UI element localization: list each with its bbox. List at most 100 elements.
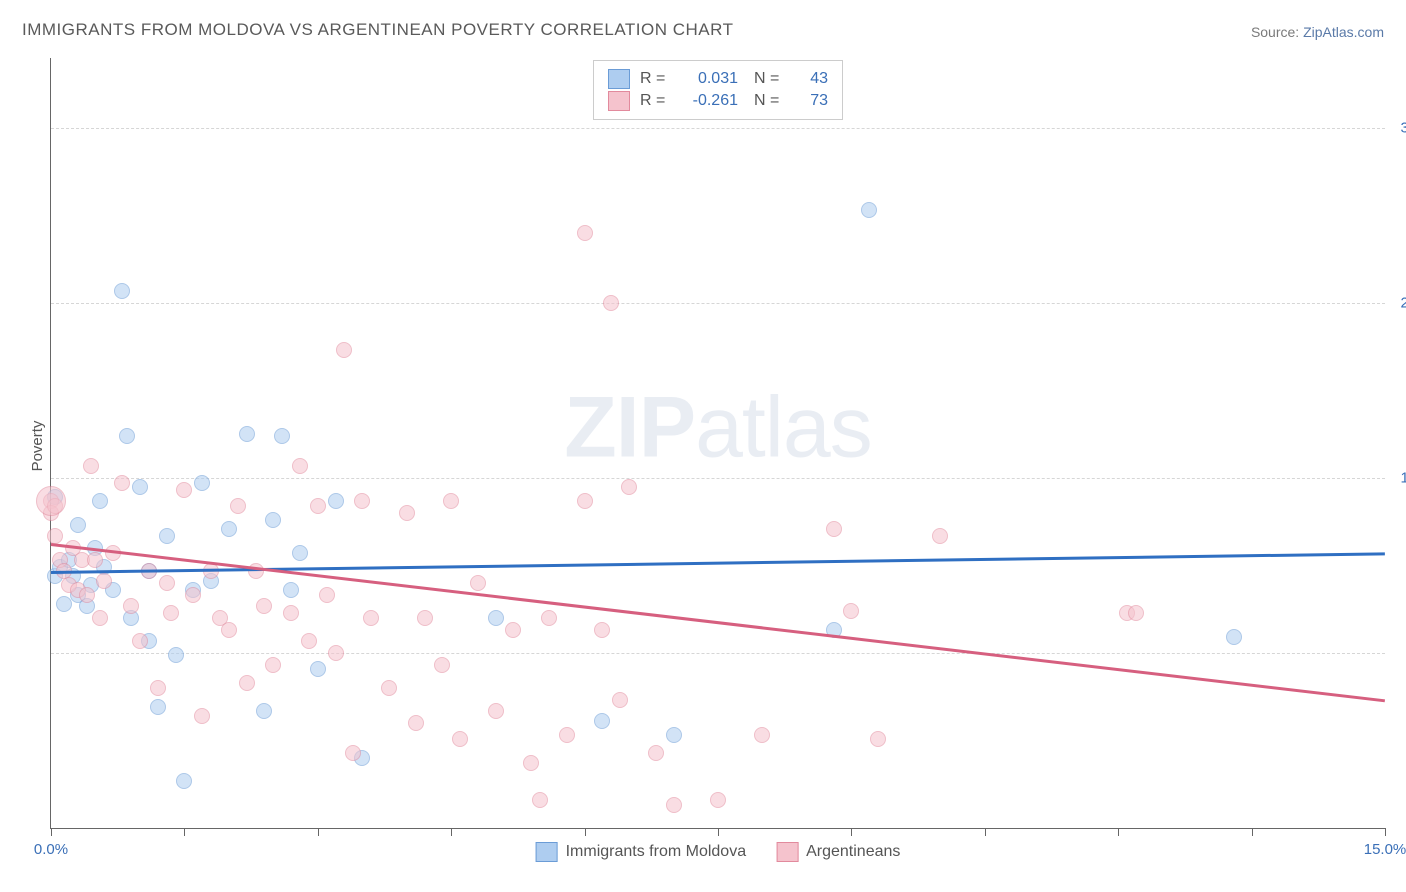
data-point [354, 493, 370, 509]
data-point [1128, 605, 1144, 621]
data-point [666, 797, 682, 813]
x-tick [318, 828, 319, 836]
data-point [861, 202, 877, 218]
data-point [132, 479, 148, 495]
legend-swatch [608, 91, 630, 111]
x-tick [51, 828, 52, 836]
data-point [87, 552, 103, 568]
data-point [265, 657, 281, 673]
source-link[interactable]: ZipAtlas.com [1303, 24, 1384, 40]
legend-row: R =0.031N =43 [608, 69, 828, 89]
data-point [114, 475, 130, 491]
data-point [488, 703, 504, 719]
data-point [577, 493, 593, 509]
data-point [559, 727, 575, 743]
data-point [666, 727, 682, 743]
n-label: N = [754, 70, 788, 88]
r-label: R = [640, 92, 668, 110]
data-point [452, 731, 468, 747]
plot-area: ZIPatlas R =0.031N =43R =-0.261N =73 Imm… [50, 58, 1385, 829]
data-point [119, 428, 135, 444]
x-tick [985, 828, 986, 836]
data-point [292, 458, 308, 474]
data-point [256, 703, 272, 719]
data-point [79, 587, 95, 603]
data-point [150, 699, 166, 715]
data-point [648, 745, 664, 761]
y-tick-label: 30.0% [1400, 120, 1406, 137]
data-point [123, 598, 139, 614]
data-point [132, 633, 148, 649]
data-point [612, 692, 628, 708]
legend-item: Immigrants from Moldova [536, 842, 747, 862]
source-prefix: Source: [1251, 24, 1303, 40]
x-tick [1385, 828, 1386, 836]
gridline [51, 478, 1385, 479]
r-label: R = [640, 70, 668, 88]
n-value: 73 [798, 92, 828, 110]
data-point [826, 521, 842, 537]
chart-title: IMMIGRANTS FROM MOLDOVA VS ARGENTINEAN P… [22, 20, 733, 40]
data-point [577, 225, 593, 241]
data-point [83, 458, 99, 474]
data-point [159, 528, 175, 544]
data-point [301, 633, 317, 649]
watermark-bold: ZIP [564, 379, 695, 475]
data-point [505, 622, 521, 638]
data-point [283, 582, 299, 598]
x-tick-label: 15.0% [1364, 841, 1406, 858]
data-point [541, 610, 557, 626]
data-point [163, 605, 179, 621]
data-point [92, 610, 108, 626]
data-point [194, 475, 210, 491]
legend-swatch [536, 842, 558, 862]
gridline [51, 128, 1385, 129]
data-point [230, 498, 246, 514]
data-point [265, 512, 281, 528]
x-tick [1118, 828, 1119, 836]
data-point [328, 493, 344, 509]
legend-swatch [776, 842, 798, 862]
data-point [621, 479, 637, 495]
x-tick [184, 828, 185, 836]
data-point [408, 715, 424, 731]
data-point [92, 493, 108, 509]
watermark-light: atlas [695, 379, 872, 475]
data-point [221, 622, 237, 638]
data-point [336, 342, 352, 358]
data-point [399, 505, 415, 521]
data-point [47, 528, 63, 544]
data-point [310, 661, 326, 677]
data-point [523, 755, 539, 771]
data-point [283, 605, 299, 621]
r-value: -0.261 [678, 92, 738, 110]
legend-swatch [608, 69, 630, 89]
n-label: N = [754, 92, 788, 110]
data-point [256, 598, 272, 614]
data-point [594, 713, 610, 729]
data-point [319, 587, 335, 603]
data-point [292, 545, 308, 561]
data-point [96, 573, 112, 589]
data-point [239, 675, 255, 691]
data-point [594, 622, 610, 638]
data-point [150, 680, 166, 696]
data-point [1226, 629, 1242, 645]
gridline [51, 303, 1385, 304]
data-point [532, 792, 548, 808]
data-point [36, 486, 66, 516]
data-point [417, 610, 433, 626]
correlation-legend: R =0.031N =43R =-0.261N =73 [593, 60, 843, 120]
y-tick-label: 15.0% [1400, 470, 1406, 487]
data-point [168, 647, 184, 663]
data-point [710, 792, 726, 808]
data-point [932, 528, 948, 544]
y-axis-label: Poverty [29, 421, 46, 472]
data-point [221, 521, 237, 537]
n-value: 43 [798, 70, 828, 88]
x-tick [851, 828, 852, 836]
data-point [176, 482, 192, 498]
legend-label: Immigrants from Moldova [566, 843, 747, 861]
x-tick [451, 828, 452, 836]
watermark: ZIPatlas [564, 378, 871, 477]
